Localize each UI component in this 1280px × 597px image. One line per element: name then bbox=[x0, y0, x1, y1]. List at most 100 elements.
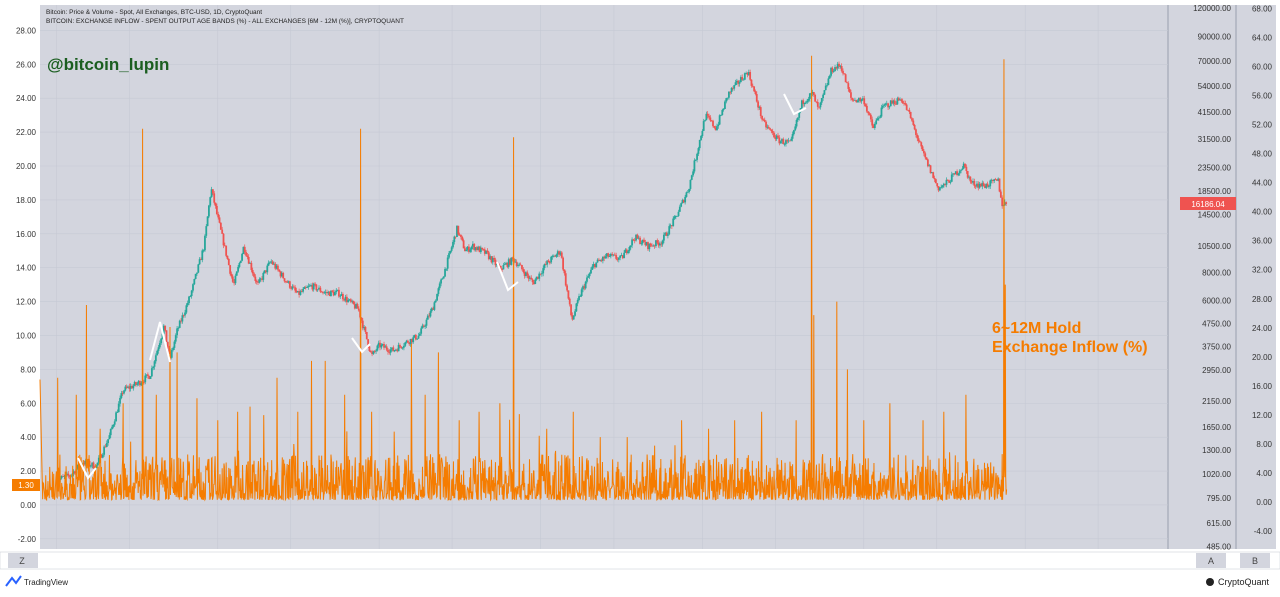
price-candle-body bbox=[767, 126, 770, 129]
price-candle-body bbox=[803, 102, 806, 105]
price-candle-body bbox=[422, 325, 425, 327]
price-candle-body bbox=[271, 261, 274, 265]
price-candle-body bbox=[814, 94, 817, 102]
price-candle-body bbox=[674, 216, 677, 217]
price-candle-body bbox=[364, 326, 367, 332]
cryptoquant-logo[interactable]: CryptoQuant bbox=[1206, 577, 1270, 587]
price-candle-body bbox=[247, 256, 250, 264]
price-candle-body bbox=[299, 291, 302, 295]
price-candle-body bbox=[934, 179, 937, 184]
chart-header-line1: Bitcoin: Price & Volume - Spot, All Exch… bbox=[46, 9, 262, 16]
price-candle-body bbox=[355, 304, 358, 309]
inflow-badge-label: 1.30 bbox=[18, 481, 34, 490]
price-candle-body bbox=[904, 103, 907, 105]
price-candle-body bbox=[970, 181, 973, 183]
price-axis-tick-label: 4750.00 bbox=[1202, 320, 1231, 329]
price-candle-body bbox=[653, 245, 656, 247]
price-candle-body bbox=[461, 237, 464, 241]
price-candle-body bbox=[566, 285, 568, 291]
price-candle-body bbox=[664, 232, 667, 235]
price-candle-body bbox=[253, 273, 255, 277]
price-candle-body bbox=[755, 94, 758, 102]
scale-button-b[interactable]: B bbox=[1240, 553, 1270, 568]
price-candle-body bbox=[399, 344, 401, 347]
price-candle-body bbox=[458, 234, 461, 236]
price-candle-body bbox=[761, 115, 763, 120]
price-candle-body bbox=[978, 183, 981, 188]
price-candle-body bbox=[397, 344, 400, 352]
price-candle-body bbox=[436, 293, 438, 301]
tradingview-icon bbox=[5, 575, 22, 587]
price-candle-body bbox=[193, 278, 196, 285]
price-candle-body bbox=[326, 292, 328, 294]
price-candle-body bbox=[988, 186, 990, 188]
price-candle-body bbox=[908, 109, 911, 112]
price-candle-body bbox=[235, 271, 238, 276]
price-candle-body bbox=[941, 185, 944, 188]
price-candle-body bbox=[672, 218, 675, 227]
zoom-button-z[interactable]: Z bbox=[8, 553, 38, 568]
price-candle-body bbox=[742, 79, 745, 81]
price-candle-body bbox=[323, 292, 326, 294]
watermark: @bitcoin_lupin bbox=[47, 55, 169, 74]
price-candle-body bbox=[200, 259, 202, 261]
price-candle-body bbox=[438, 283, 441, 289]
price-axis-tick-label: 10500.00 bbox=[1198, 242, 1232, 251]
price-candle-body bbox=[705, 113, 708, 121]
left-axis-tick-label: 2.00 bbox=[20, 467, 36, 476]
price-candle-body bbox=[710, 120, 713, 122]
price-candle-body bbox=[787, 140, 790, 142]
annotation-arrows bbox=[77, 93, 807, 480]
price-candle-body bbox=[926, 159, 929, 167]
price-candle-body bbox=[282, 272, 285, 279]
price-candle-body bbox=[539, 273, 542, 275]
price-candle-body bbox=[284, 281, 287, 283]
price-candle-body bbox=[901, 101, 904, 104]
price-candle-body bbox=[724, 101, 726, 109]
tradingview-logo[interactable]: TradingView bbox=[5, 575, 68, 587]
price-candle-body bbox=[692, 171, 694, 176]
price-candle-body bbox=[454, 236, 457, 238]
price-candle-body bbox=[485, 250, 488, 254]
price-candle-body bbox=[483, 249, 486, 254]
price-candle-body bbox=[170, 350, 173, 358]
price-candle-body bbox=[991, 179, 994, 182]
price-candle-body bbox=[380, 344, 383, 348]
price-candle-body bbox=[140, 383, 143, 386]
price-candle-body bbox=[129, 385, 132, 389]
price-candle-body bbox=[556, 251, 559, 255]
price-candle-body bbox=[741, 77, 744, 80]
price-candle-body bbox=[209, 197, 212, 206]
pct-axis-tick-label: 20.00 bbox=[1252, 353, 1273, 362]
price-candle-body bbox=[879, 116, 882, 118]
price-candle-body bbox=[587, 276, 590, 278]
price-candle-body bbox=[396, 349, 399, 352]
price-candle-body bbox=[322, 292, 324, 294]
price-candle-body bbox=[608, 256, 611, 257]
price-candle-body bbox=[135, 382, 137, 385]
price-candle-body bbox=[420, 328, 423, 334]
price-candle-body bbox=[928, 165, 931, 167]
scale-button-a[interactable]: A bbox=[1196, 553, 1226, 568]
price-candle-body bbox=[940, 187, 943, 188]
price-candle-body bbox=[725, 98, 728, 102]
price-candle-body bbox=[615, 255, 618, 259]
pct-axis-tick-label: 68.00 bbox=[1252, 5, 1273, 14]
price-candle-body bbox=[981, 183, 984, 187]
price-candle-body bbox=[269, 262, 271, 264]
price-candle-body bbox=[704, 120, 706, 122]
price-candle-body bbox=[877, 117, 880, 119]
price-candle-body bbox=[261, 278, 263, 280]
price-candle-body bbox=[717, 124, 720, 127]
pct-axis-tick-label: 24.00 bbox=[1252, 324, 1273, 333]
price-candle-body bbox=[535, 276, 538, 280]
price-candle-body bbox=[842, 70, 844, 74]
price-candle-body bbox=[807, 98, 810, 101]
price-candle-body bbox=[702, 121, 705, 131]
price-candle-body bbox=[491, 257, 494, 263]
price-candle-body bbox=[639, 237, 641, 244]
price-candle-body bbox=[1003, 202, 1006, 206]
price-candle-body bbox=[997, 178, 1000, 181]
price-candle-body bbox=[645, 242, 648, 246]
